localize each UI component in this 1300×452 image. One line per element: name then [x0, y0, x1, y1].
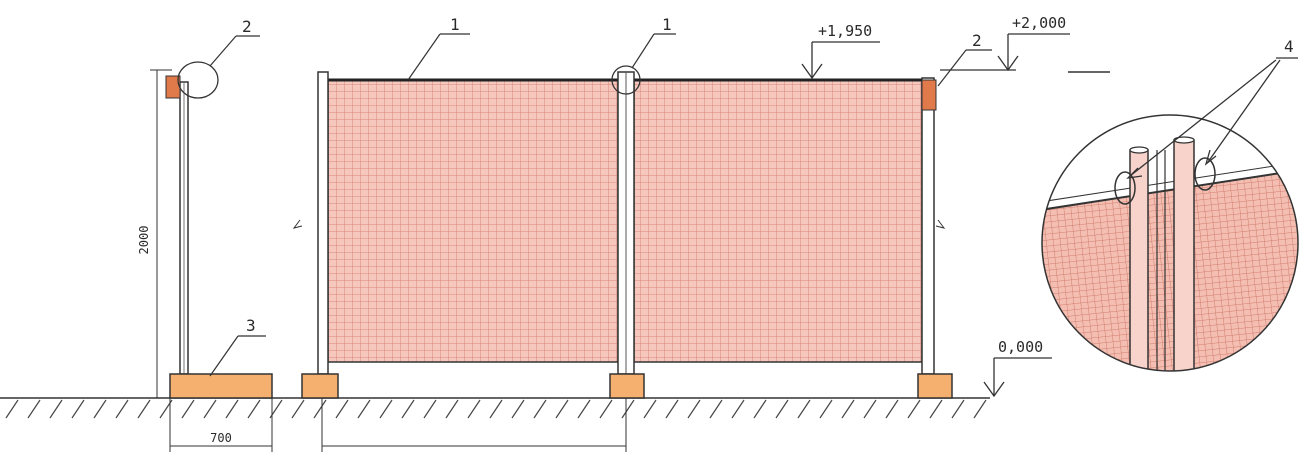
hatch-stroke — [225, 399, 239, 419]
base-width-label: 700 — [210, 431, 232, 445]
hatch-stroke — [599, 399, 613, 419]
hatch-stroke — [137, 399, 151, 419]
hatch-stroke — [621, 399, 635, 419]
callout-cap-right-number: 2 — [972, 31, 982, 50]
cap-detail-circle — [177, 61, 219, 99]
callout-clamp-detail-leader — [1126, 57, 1298, 179]
hatch-stroke — [731, 399, 745, 419]
hatch-stroke — [401, 399, 415, 419]
hatch-stroke — [181, 399, 195, 419]
fence-panel-left — [327, 79, 619, 363]
fence-post-middle — [609, 65, 645, 399]
hatch-stroke — [665, 399, 679, 419]
hatch-stroke — [797, 399, 811, 419]
hatch-stroke — [27, 399, 41, 419]
callout-panel-number: 1 — [450, 15, 460, 34]
callout-clamp-detail-number: 4 — [1284, 37, 1294, 56]
hatch-stroke — [863, 399, 877, 419]
hatch-stroke — [291, 399, 305, 419]
hatch-stroke — [115, 399, 129, 419]
hatch-stroke — [313, 399, 327, 419]
panel-span-dimension — [321, 398, 627, 452]
hatch-stroke — [247, 399, 261, 419]
hatch-stroke — [951, 399, 965, 419]
hatch-stroke — [643, 399, 657, 419]
level-mesh-top-marker — [801, 41, 880, 80]
hatch-stroke — [533, 399, 547, 419]
post-height-label: 2000 — [137, 226, 151, 255]
hatch-stroke — [687, 399, 701, 419]
hatch-stroke — [489, 399, 503, 419]
base-block-middle — [609, 373, 645, 399]
hatch-stroke — [467, 399, 481, 419]
fence-post-right — [917, 77, 953, 399]
detail-clamp-right — [1194, 157, 1216, 191]
base-block-right — [917, 373, 953, 399]
hatch-stroke — [577, 399, 591, 419]
callout-base-number: 3 — [246, 316, 256, 335]
hatch-stroke — [841, 399, 855, 419]
base-width-dimension — [169, 398, 273, 452]
hatch-stroke — [753, 399, 767, 419]
hatch-stroke — [203, 399, 217, 419]
hatch-stroke — [555, 399, 569, 419]
hatch-stroke — [71, 399, 85, 419]
hatch-stroke — [423, 399, 437, 419]
callout-base-leader — [209, 335, 266, 377]
detail-post-right — [1173, 139, 1195, 371]
callout-clamp-leader — [631, 33, 676, 69]
level-mesh-top: +1,950 — [818, 22, 872, 40]
level-post-top-marker — [940, 33, 1070, 72]
hatch-stroke — [929, 399, 943, 419]
post-cap-right — [921, 79, 937, 111]
hatch-stroke — [335, 399, 349, 419]
clamp-detail-circle — [611, 65, 641, 95]
callout-panel-leader — [407, 33, 470, 81]
hatch-stroke — [93, 399, 107, 419]
detail-post-left — [1129, 149, 1149, 371]
height-dimension — [150, 69, 172, 399]
hatch-stroke — [511, 399, 525, 419]
callout-cap-left-number: 2 — [242, 17, 252, 36]
hatch-stroke — [885, 399, 899, 419]
fence-panel-right — [633, 79, 923, 363]
hatch-stroke — [379, 399, 393, 419]
detail-clamp-left — [1114, 171, 1136, 205]
hatch-stroke — [445, 399, 459, 419]
level-post-top: +2,000 — [1012, 14, 1066, 32]
ground-hatching — [5, 399, 987, 419]
hatch-stroke — [357, 399, 371, 419]
hatch-stroke — [709, 399, 723, 419]
hatch-stroke — [907, 399, 921, 419]
fence-post-left — [292, 71, 339, 399]
hatch-stroke — [775, 399, 789, 419]
level-ground-marker — [983, 357, 1052, 398]
callout-cap-left-leader — [209, 35, 260, 67]
side-post — [165, 61, 273, 399]
level-ground: 0,000 — [998, 338, 1043, 356]
callout-cap-right-leader — [937, 49, 992, 87]
hatch-stroke — [973, 399, 987, 419]
hatch-stroke — [819, 399, 833, 419]
callout-clamp-number: 1 — [662, 15, 672, 34]
hatch-stroke — [49, 399, 63, 419]
base-block-left — [301, 373, 339, 399]
hatch-stroke — [5, 399, 19, 419]
side-base-block — [169, 373, 273, 399]
clamp-detail-view — [1041, 114, 1299, 372]
